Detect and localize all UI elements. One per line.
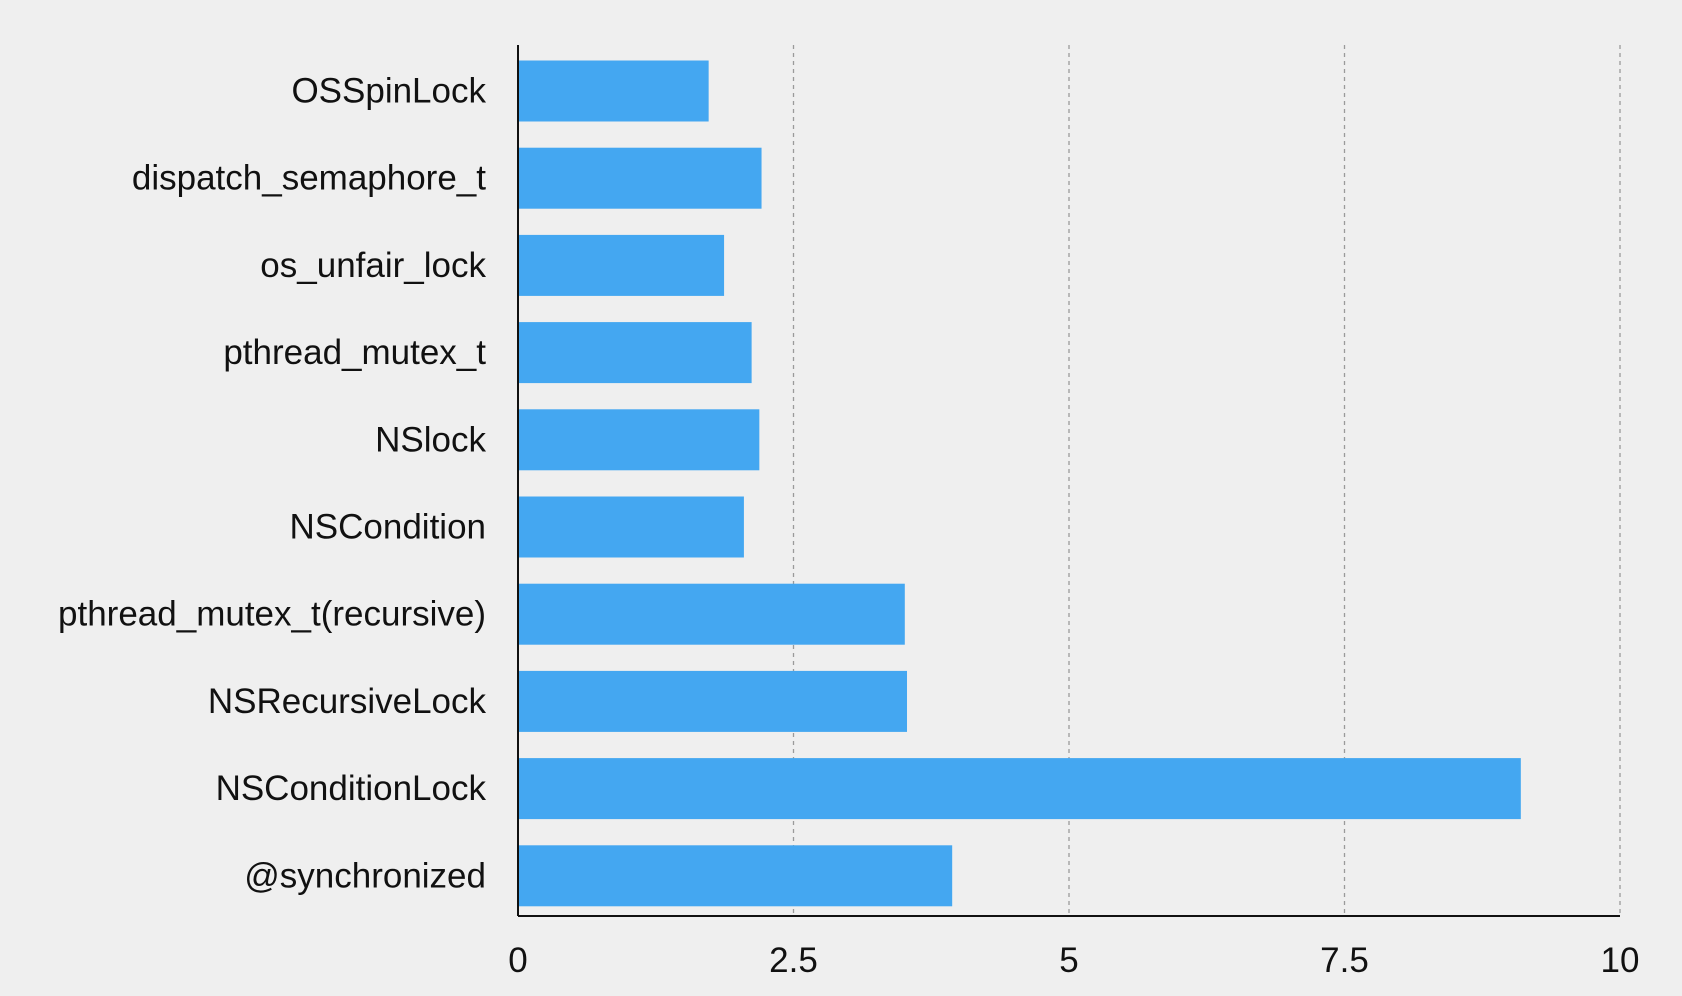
bar-5 — [518, 496, 744, 558]
bar-9 — [518, 845, 953, 907]
axes — [517, 45, 1620, 917]
category-labels: OSSpinLock dispatch_semaphore_t os_unfair_… — [58, 72, 486, 896]
bar-0 — [518, 60, 709, 122]
bar-4 — [518, 409, 760, 471]
bar-7 — [518, 670, 908, 732]
bar-6 — [518, 583, 905, 645]
category-label-9: @synchronized — [244, 856, 486, 895]
category-label-3: pthread_mutex_t — [223, 333, 486, 372]
bar-8 — [518, 758, 1521, 820]
category-label-2: os_unfair_lock — [260, 246, 486, 285]
bar-2 — [518, 234, 725, 296]
x-tick-label-2: 5 — [1059, 941, 1078, 980]
category-label-0: OSSpinLock — [291, 72, 486, 111]
x-tick-label-1: 2.5 — [769, 941, 818, 980]
category-label-6: pthread_mutex_t(recursive) — [58, 595, 486, 634]
bar-3 — [518, 322, 752, 384]
x-tick-labels: 0 2.5 5 7.5 10 — [508, 941, 1639, 980]
bar-1 — [518, 147, 762, 209]
grid-lines — [792, 45, 1621, 916]
category-label-1: dispatch_semaphore_t — [132, 159, 486, 198]
bars — [518, 60, 1521, 907]
category-label-8: NSConditionLock — [216, 769, 487, 808]
x-tick-label-0: 0 — [508, 941, 527, 980]
category-label-7: NSRecursiveLock — [208, 682, 487, 721]
category-label-4: NSlock — [375, 420, 486, 459]
x-tick-label-3: 7.5 — [1320, 941, 1369, 980]
x-tick-label-4: 10 — [1601, 941, 1640, 980]
category-label-5: NSCondition — [290, 508, 487, 547]
